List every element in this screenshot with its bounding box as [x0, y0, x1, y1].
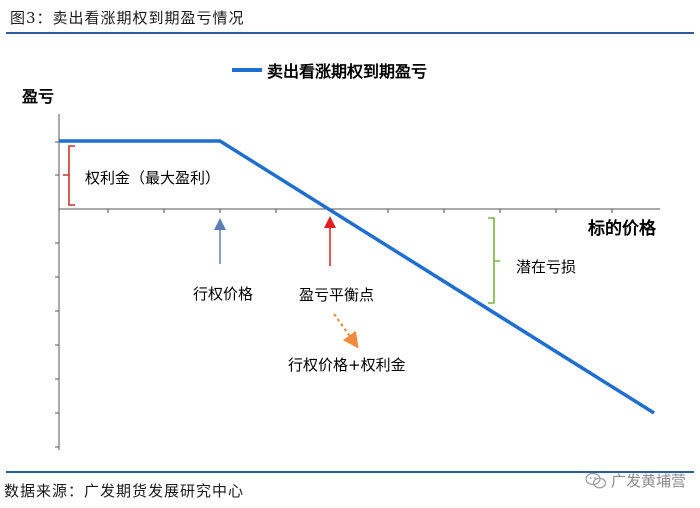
formula-arrow [333, 313, 359, 349]
figure-header: 图3：卖出看涨期权到期盈亏情况 [0, 0, 700, 34]
y-axis-ticks [55, 141, 59, 448]
x-axis-label: 标的价格 [588, 218, 657, 239]
watermark: 广发黄埔营 [585, 470, 686, 491]
legend-label: 卖出看涨期权到期盈亏 [267, 62, 427, 81]
breakeven-label: 盈亏平衡点 [299, 286, 374, 304]
loss-label: 潜在亏损 [516, 258, 576, 276]
wechat-icon [585, 472, 607, 488]
figure-title: 图3：卖出看涨期权到期盈亏情况 [10, 9, 245, 27]
x-axis-ticks [107, 209, 613, 213]
watermark-text: 广发黄埔营 [610, 472, 686, 490]
header-rule [6, 32, 694, 34]
strike-label: 行权价格 [193, 285, 253, 303]
breakeven-formula-label: 行权价格+权利金 [288, 356, 406, 374]
premium-label: 权利金（最大盈利） [85, 169, 220, 187]
premium-bracket [63, 145, 75, 206]
payoff-line [59, 139, 655, 415]
loss-bracket [488, 217, 500, 304]
payoff-diagram: 卖出看涨期权到期盈亏 盈亏 标的价格 权利金（最大盈利） 行权价格 盈亏平衡点 [21, 62, 660, 450]
footer-rule [6, 471, 694, 473]
source-note: 数据来源：广发期货发展研究中心 [4, 482, 245, 500]
y-axis-label: 盈亏 [21, 87, 54, 106]
